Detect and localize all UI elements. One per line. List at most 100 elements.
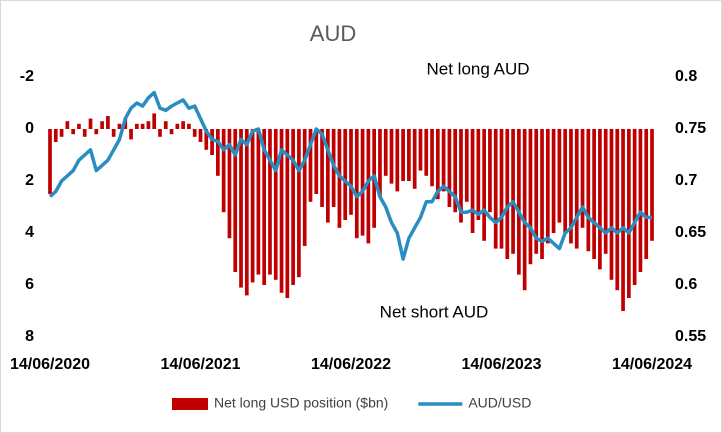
bar: [169, 129, 174, 135]
bar: [65, 121, 70, 129]
bar: [285, 129, 290, 298]
y2-tick-label: 0.65: [675, 224, 706, 241]
bar: [424, 129, 429, 176]
bar: [569, 129, 573, 244]
bar: [580, 129, 585, 228]
bar: [644, 129, 649, 259]
bar: [534, 129, 539, 254]
bar: [221, 129, 226, 213]
y2-tick-label: 0.8: [675, 68, 697, 85]
bar: [389, 129, 394, 184]
bar: [453, 129, 458, 213]
bar: [134, 123, 139, 129]
bar: [488, 129, 492, 213]
bar: [279, 129, 284, 293]
bar: [146, 121, 151, 129]
bar: [407, 129, 411, 181]
bar: [181, 121, 185, 129]
bar: [505, 129, 510, 259]
bar: [493, 129, 498, 249]
bar: [354, 129, 359, 239]
bar: [152, 113, 157, 129]
bar: [163, 121, 168, 129]
bar: [233, 129, 238, 272]
bar: [227, 129, 232, 239]
bar: [615, 129, 620, 291]
bar: [563, 129, 568, 233]
bar: [175, 123, 180, 129]
legend-swatch: [172, 398, 208, 410]
line: [48, 90, 652, 261]
x-tick-label: 14/06/2024: [612, 356, 692, 373]
bar: [650, 129, 654, 241]
bar: [626, 129, 631, 298]
bar: [106, 116, 110, 129]
bar: [499, 129, 504, 249]
legend-label: AUD/USD: [468, 395, 531, 411]
legend-label: Net long USD position ($bn): [214, 395, 388, 411]
bar: [586, 129, 591, 252]
bar: [482, 129, 486, 241]
bar: [603, 129, 608, 254]
y2-tick-label: 0.6: [675, 276, 697, 293]
bar: [48, 129, 52, 194]
bar: [325, 129, 330, 223]
bar: [395, 129, 400, 192]
bar: [204, 129, 209, 150]
bar: [522, 129, 527, 291]
bar: [609, 129, 614, 280]
bar: [88, 118, 93, 129]
bar: [418, 129, 423, 171]
chart-title: AUD: [310, 21, 356, 46]
bar: [117, 123, 122, 129]
bar: [268, 129, 272, 275]
bar: [158, 129, 162, 137]
bar: [528, 129, 533, 265]
bar: [71, 129, 76, 135]
x-tick-label: 14/06/2023: [461, 356, 541, 373]
bar: [320, 129, 324, 207]
bar: [314, 129, 319, 194]
x-tick-label: 14/06/2021: [160, 356, 240, 373]
y2-tick-label: 0.7: [675, 172, 697, 189]
bar: [100, 121, 104, 129]
annotation: Net long AUD: [427, 59, 530, 78]
y2-tick-label: 0.55: [675, 328, 706, 345]
bar: [210, 129, 214, 155]
bar: [349, 129, 353, 215]
bar: [638, 129, 643, 272]
bar: [598, 129, 602, 270]
y-tick-label: -2: [20, 68, 34, 85]
bar: [470, 129, 475, 233]
bar: [59, 129, 64, 137]
bar: [239, 129, 243, 288]
bar: [273, 129, 278, 280]
bar: [291, 129, 295, 285]
bar: [250, 129, 255, 283]
bar: [511, 129, 515, 254]
bar: [557, 129, 562, 223]
bar: [140, 123, 145, 129]
bar: [77, 123, 81, 129]
bar: [111, 129, 116, 137]
bar: [574, 129, 579, 249]
bar: [401, 129, 405, 181]
bar: [383, 129, 388, 176]
annotation: Net short AUD: [380, 302, 489, 321]
bar: [412, 129, 417, 189]
bar: [378, 129, 382, 197]
y2-tick-label: 0.75: [675, 120, 706, 137]
bar: [592, 129, 596, 259]
bar: [302, 129, 307, 246]
bar: [198, 129, 203, 142]
y-tick-label: 6: [25, 276, 34, 293]
bar: [297, 129, 301, 278]
bar: [256, 129, 261, 275]
bar: [464, 129, 469, 202]
bar: [441, 129, 446, 192]
bar: [430, 129, 434, 187]
bar: [621, 129, 625, 311]
bar: [360, 129, 365, 236]
bar: [53, 129, 58, 142]
